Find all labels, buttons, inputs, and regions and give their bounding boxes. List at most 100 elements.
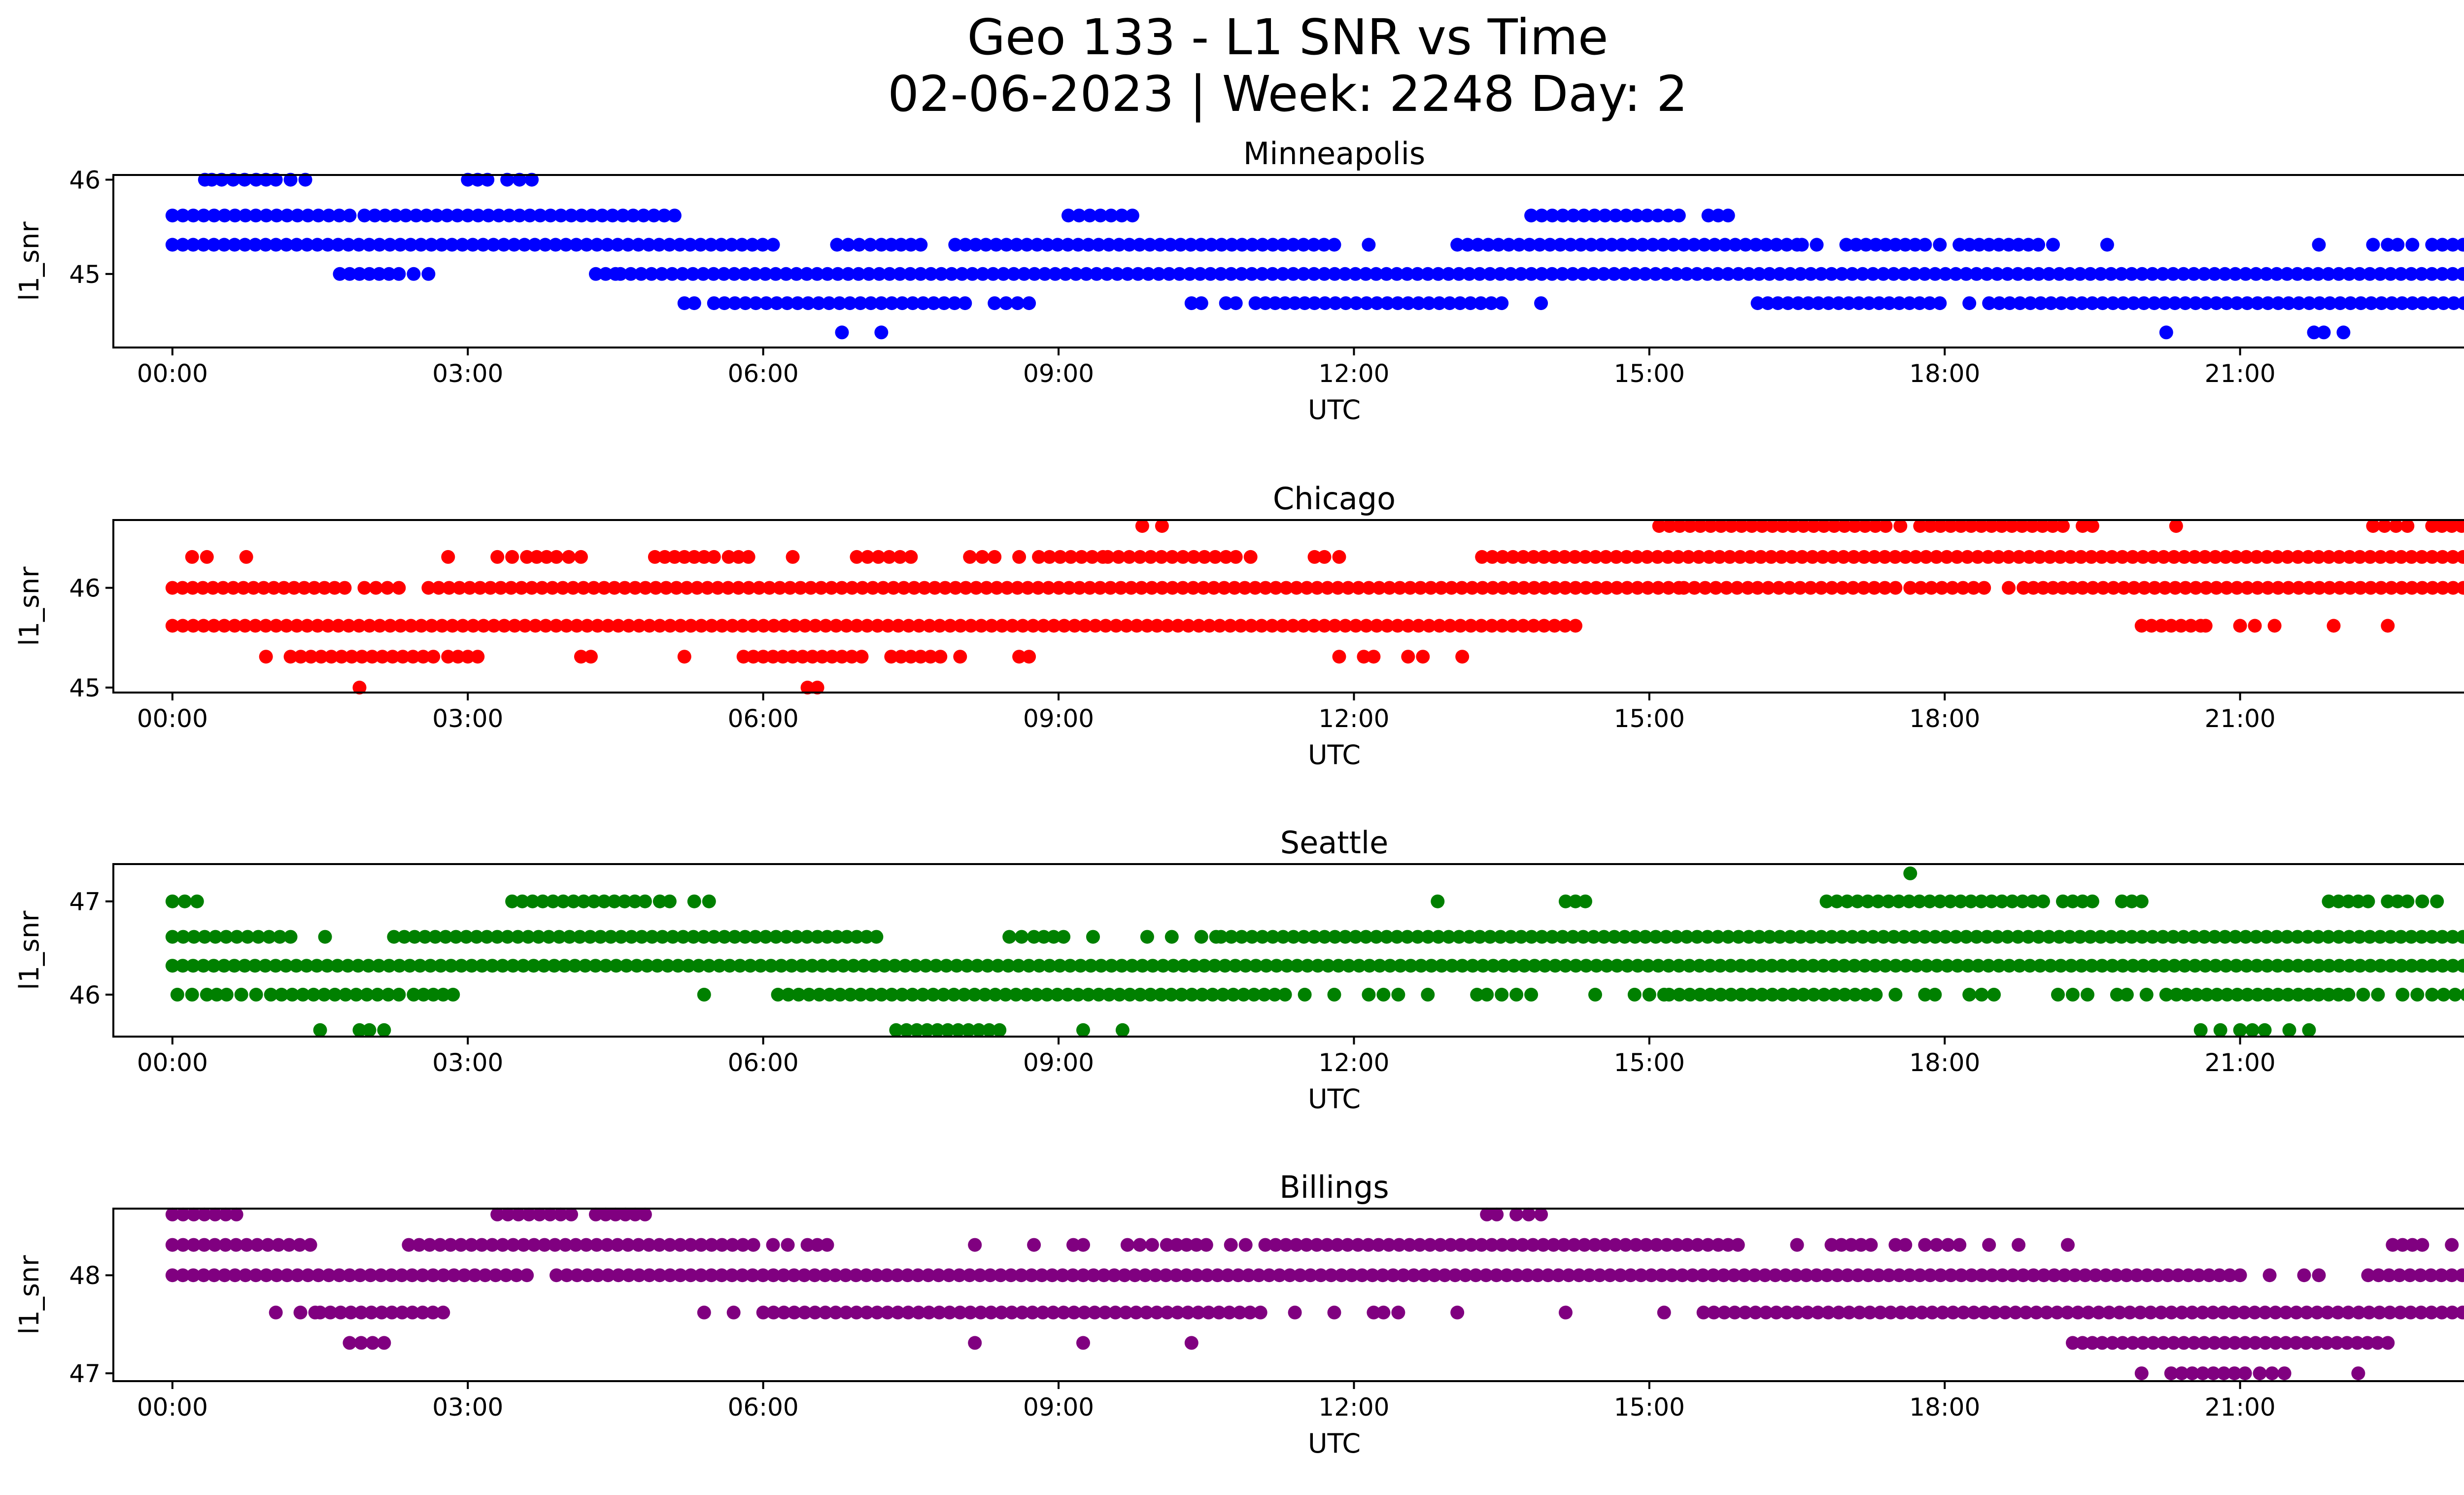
- data-point: [1413, 581, 1428, 595]
- data-point: [1396, 1268, 1410, 1283]
- data-point: [416, 650, 430, 664]
- data-point: [321, 619, 335, 633]
- data-point: [1338, 619, 1352, 633]
- x-axis-label: UTC: [1308, 1428, 1361, 1459]
- data-point: [2333, 296, 2347, 311]
- data-point: [1555, 930, 1570, 944]
- data-point: [1545, 209, 1559, 223]
- data-point: [1640, 550, 1654, 564]
- data-point: [1657, 1305, 1671, 1320]
- data-point: [226, 581, 240, 595]
- data-point: [1892, 296, 1907, 311]
- data-point: [718, 296, 731, 311]
- data-point: [2363, 581, 2378, 595]
- data-point: [1940, 959, 1954, 973]
- data-point: [1964, 1268, 1979, 1283]
- data-point: [1484, 296, 1499, 311]
- data-point: [564, 1207, 579, 1221]
- data-point: [549, 619, 563, 633]
- data-point: [1280, 959, 1294, 973]
- data-point: [1793, 930, 1808, 944]
- data-point: [593, 930, 608, 944]
- data-point: [2434, 1268, 2448, 1283]
- data-point: [1088, 619, 1102, 633]
- data-point: [1721, 1238, 1735, 1252]
- data-point: [1191, 1305, 1205, 1320]
- data-point: [2169, 519, 2183, 533]
- data-point: [1982, 296, 1996, 311]
- data-point: [933, 619, 947, 633]
- data-point: [1775, 550, 1788, 564]
- data-point: [1466, 959, 1480, 973]
- data-point: [496, 1238, 510, 1252]
- data-point: [963, 550, 977, 564]
- data-point: [1959, 267, 1973, 281]
- data-point: [1940, 550, 1954, 564]
- data-point: [2302, 1023, 2316, 1037]
- data-point: [228, 1268, 242, 1283]
- data-point: [1219, 296, 1233, 311]
- data-point: [283, 173, 298, 187]
- data-point: [2312, 296, 2327, 311]
- data-point: [1852, 1305, 1867, 1320]
- data-point: [1677, 581, 1691, 595]
- data-point: [1454, 1238, 1468, 1252]
- data-point: [1502, 238, 1516, 252]
- data-point: [2352, 1305, 2366, 1320]
- data-point: [942, 1268, 956, 1283]
- data-point: [1954, 519, 1968, 533]
- data-point: [2415, 550, 2429, 564]
- data-point: [2381, 238, 2395, 252]
- data-point: [697, 987, 711, 1002]
- data-point: [779, 930, 793, 944]
- data-point: [830, 930, 844, 944]
- data-point: [548, 1238, 562, 1252]
- data-point: [1027, 267, 1042, 281]
- data-point: [1146, 959, 1160, 973]
- data-point: [2011, 267, 2025, 281]
- data-point: [1693, 519, 1708, 533]
- data-point: [393, 619, 408, 633]
- data-point: [1514, 930, 1528, 944]
- data-point: [790, 296, 805, 311]
- x-tick-label: 12:00: [1318, 704, 1389, 733]
- data-point: [2115, 550, 2129, 564]
- data-point: [2455, 1268, 2464, 1283]
- data-point: [1750, 296, 1765, 311]
- data-point: [198, 930, 212, 944]
- data-point: [165, 1268, 179, 1283]
- data-point: [1773, 267, 1787, 281]
- data-point: [777, 1305, 791, 1320]
- data-point: [1693, 987, 1707, 1002]
- data-point: [197, 1268, 211, 1283]
- data-point: [1526, 1238, 1540, 1252]
- data-point: [787, 1268, 801, 1283]
- data-point: [364, 1305, 378, 1320]
- data-point: [1724, 519, 1739, 533]
- data-point: [1522, 238, 1537, 252]
- data-point: [287, 581, 301, 595]
- data-point: [396, 650, 410, 664]
- data-point: [2154, 619, 2168, 633]
- data-point: [471, 650, 485, 664]
- data-point: [200, 550, 214, 564]
- data-point: [1985, 519, 1999, 533]
- data-point: [371, 987, 385, 1002]
- data-point: [2166, 930, 2180, 944]
- data-point: [373, 238, 387, 252]
- data-point: [1479, 1268, 1493, 1283]
- data-point: [2301, 930, 2315, 944]
- data-point: [1450, 1305, 1465, 1320]
- data-point: [1759, 238, 1773, 252]
- data-point: [293, 1238, 307, 1252]
- data-point: [1320, 1238, 1334, 1252]
- data-point: [1929, 1238, 1944, 1252]
- data-point: [351, 959, 365, 973]
- data-point: [1330, 1238, 1344, 1252]
- data-point: [298, 173, 312, 187]
- data-point: [1791, 296, 1805, 311]
- data-point: [1238, 581, 1252, 595]
- data-point: [2199, 296, 2213, 311]
- data-point: [2220, 581, 2234, 595]
